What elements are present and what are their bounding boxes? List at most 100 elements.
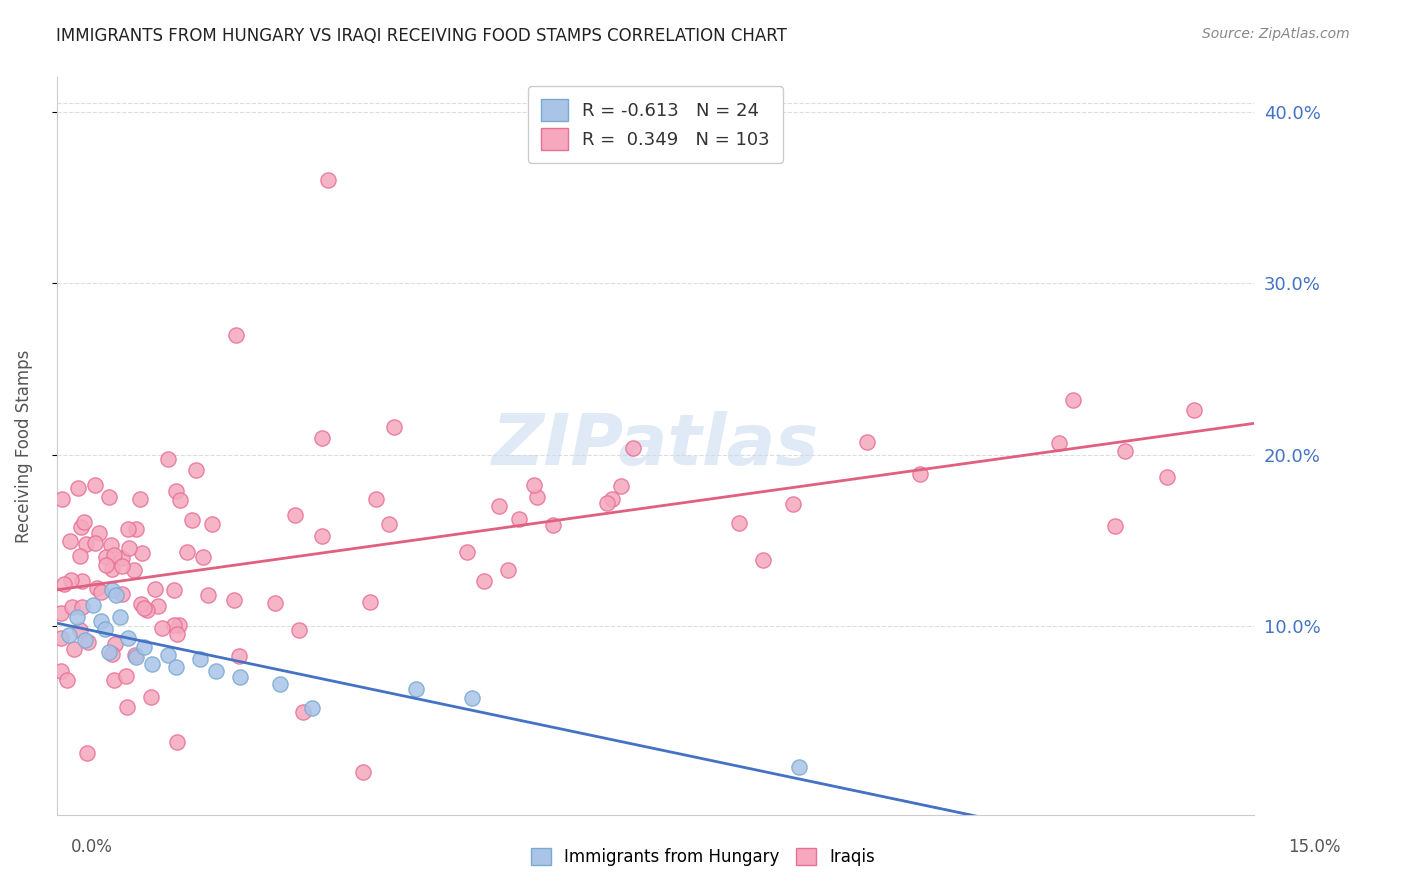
Point <box>69 624 91 638</box>
Point <box>141 657 163 671</box>
Point <box>311 432 333 446</box>
Point <box>100 538 122 552</box>
Point <box>104 637 127 651</box>
Point <box>111 559 134 574</box>
Point <box>508 512 530 526</box>
Point <box>856 434 879 449</box>
Point <box>166 735 188 749</box>
Point <box>364 491 387 506</box>
Point <box>596 496 619 510</box>
Point <box>621 442 644 456</box>
Point <box>176 545 198 559</box>
Point <box>77 635 100 649</box>
Point <box>600 491 623 506</box>
Point <box>105 588 128 602</box>
Point <box>1114 443 1136 458</box>
Point <box>526 490 548 504</box>
Text: 15.0%: 15.0% <box>1288 838 1341 856</box>
Point <box>52 577 75 591</box>
Point <box>70 600 93 615</box>
Point <box>352 765 374 780</box>
Point <box>70 574 93 588</box>
Point <box>191 550 214 565</box>
Point <box>103 673 125 688</box>
Point <box>205 664 228 678</box>
Point <box>284 508 307 522</box>
Point <box>359 595 381 609</box>
Point <box>83 536 105 550</box>
Point <box>60 599 83 614</box>
Point <box>488 499 510 513</box>
Point <box>101 647 124 661</box>
Point <box>69 549 91 564</box>
Point <box>752 553 775 567</box>
Point <box>51 491 73 506</box>
Point <box>472 574 495 588</box>
Point <box>110 610 132 624</box>
Point <box>75 537 97 551</box>
Point <box>461 691 484 706</box>
Point <box>94 558 117 573</box>
Point <box>146 599 169 614</box>
Point <box>163 618 186 632</box>
Point <box>1156 470 1178 484</box>
Point <box>1047 436 1070 450</box>
Point <box>101 582 124 597</box>
Text: IMMIGRANTS FROM HUNGARY VS IRAQI RECEIVING FOOD STAMPS CORRELATION CHART: IMMIGRANTS FROM HUNGARY VS IRAQI RECEIVI… <box>56 27 787 45</box>
Point <box>111 586 134 600</box>
Point <box>117 631 139 645</box>
Point <box>70 520 93 534</box>
Point <box>62 641 84 656</box>
Point <box>111 551 134 566</box>
Point <box>59 534 82 549</box>
Point <box>229 670 252 684</box>
Legend: R = -0.613   N = 24, R =  0.349   N = 103: R = -0.613 N = 24, R = 0.349 N = 103 <box>529 87 783 163</box>
Point <box>124 648 146 663</box>
Point <box>1104 518 1126 533</box>
Point <box>94 549 117 564</box>
Point <box>311 529 333 543</box>
Point <box>166 626 188 640</box>
Point <box>523 478 546 492</box>
Point <box>89 614 111 628</box>
Point <box>264 596 287 610</box>
Point <box>157 648 180 662</box>
Point <box>134 640 156 654</box>
Point <box>139 690 162 705</box>
Point <box>908 467 931 481</box>
Point <box>169 493 191 508</box>
Point <box>58 627 80 641</box>
Point <box>49 631 72 645</box>
Point <box>136 603 159 617</box>
Point <box>316 173 339 187</box>
Point <box>541 518 564 533</box>
Point <box>49 665 72 679</box>
Point <box>118 541 141 555</box>
Point <box>83 478 105 492</box>
Text: ZIPatlas: ZIPatlas <box>492 411 820 481</box>
Text: Source: ZipAtlas.com: Source: ZipAtlas.com <box>1202 27 1350 41</box>
Point <box>73 515 96 529</box>
Point <box>125 649 148 664</box>
Point <box>496 563 519 577</box>
Point <box>87 525 110 540</box>
Point <box>152 621 174 635</box>
Point <box>269 677 291 691</box>
Point <box>165 660 187 674</box>
Point <box>65 610 87 624</box>
Point <box>156 452 179 467</box>
Point <box>163 583 186 598</box>
Point <box>97 645 120 659</box>
Point <box>456 545 478 559</box>
Point <box>610 479 633 493</box>
Point <box>167 618 190 632</box>
Point <box>122 564 145 578</box>
Point <box>98 490 121 504</box>
Point <box>125 522 148 536</box>
Point <box>129 597 152 611</box>
Legend: Immigrants from Hungary, Iraqis: Immigrants from Hungary, Iraqis <box>523 840 883 875</box>
Point <box>59 573 82 587</box>
Point <box>82 599 104 613</box>
Point <box>143 582 166 596</box>
Point <box>288 624 311 638</box>
